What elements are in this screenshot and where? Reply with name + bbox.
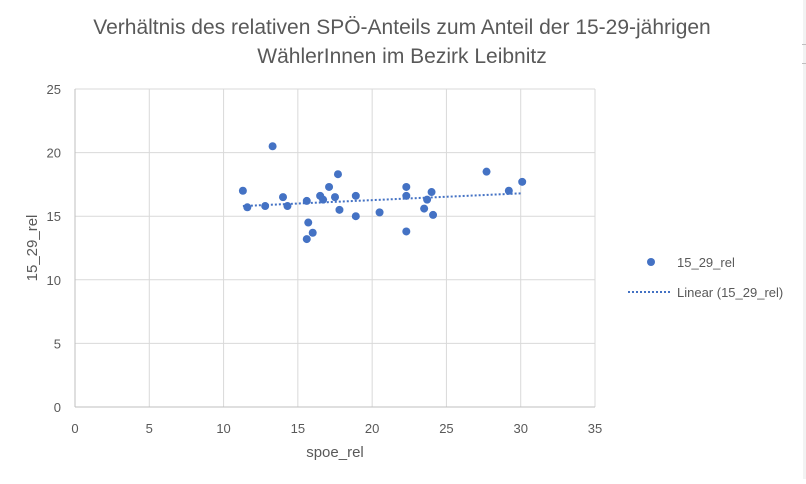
axis-layer: 0 5 10 15 20 25 30 35 0 5 10 15 20 25 — [47, 82, 603, 436]
window-edge-tick — [802, 44, 806, 45]
y-tick-label: 0 — [54, 400, 61, 415]
data-point — [283, 202, 292, 211]
legend-marker-series — [647, 258, 655, 266]
chart-title-line: Verhältnis des relativen SPÖ-Anteils zum… — [93, 16, 711, 39]
data-point — [304, 218, 313, 227]
y-tick-label: 25 — [47, 82, 61, 97]
x-tick-label: 5 — [146, 421, 153, 436]
data-point — [402, 182, 411, 191]
data-point — [302, 196, 311, 205]
text-layer: Verhältnis des relativen SPÖ-Anteils zum… — [24, 16, 711, 461]
grid-layer — [74, 88, 596, 408]
data-point — [423, 195, 432, 204]
legend-label-trendline: Linear (15_29_rel) — [677, 285, 783, 300]
data-point — [402, 227, 411, 236]
y-tick-label: 10 — [47, 273, 61, 288]
data-point — [427, 188, 436, 197]
data-point — [420, 204, 429, 213]
data-point — [268, 142, 277, 151]
y-axis-title: 15_29_rel — [24, 215, 41, 282]
x-tick-label: 30 — [513, 421, 527, 436]
x-tick-label: 25 — [439, 421, 453, 436]
data-point — [504, 186, 513, 195]
chart-title: Verhältnis des relativen SPÖ-Anteils zum… — [93, 16, 711, 68]
data-point — [333, 170, 342, 179]
data-point — [238, 186, 247, 195]
legend: 15_29_rel Linear (15_29_rel) — [628, 255, 783, 300]
x-tick-label: 0 — [71, 421, 78, 436]
trendline-layer — [242, 192, 523, 208]
data-point — [351, 212, 360, 221]
legend-label-series: 15_29_rel — [677, 255, 735, 270]
data-point — [325, 182, 334, 191]
y-tick-label: 5 — [54, 336, 61, 351]
data-point — [518, 177, 527, 186]
x-tick-label: 35 — [588, 421, 602, 436]
x-tick-label: 20 — [365, 421, 379, 436]
x-tick-label: 15 — [291, 421, 305, 436]
data-point — [482, 167, 491, 176]
data-point — [351, 191, 360, 200]
data-point — [279, 193, 287, 202]
data-point — [319, 195, 328, 204]
window-edge-tick — [802, 63, 806, 64]
x-tick-label: 10 — [216, 421, 230, 436]
data-point — [261, 202, 270, 211]
y-tick-label: 20 — [47, 146, 61, 161]
y-tick-label: 15 — [47, 209, 61, 224]
data-point — [375, 208, 384, 217]
window-edge — [803, 0, 806, 479]
chart-title-line: WählerInnen im Bezirk Leibnitz — [257, 45, 546, 68]
data-point — [429, 210, 438, 219]
x-axis-title: spoe_rel — [306, 444, 364, 461]
data-point — [402, 191, 411, 200]
trendline — [242, 192, 523, 208]
data-point — [302, 235, 311, 244]
data-point — [335, 205, 344, 214]
points-layer — [238, 142, 527, 244]
data-point — [331, 193, 339, 202]
data-point — [243, 203, 252, 212]
data-point — [308, 228, 317, 237]
